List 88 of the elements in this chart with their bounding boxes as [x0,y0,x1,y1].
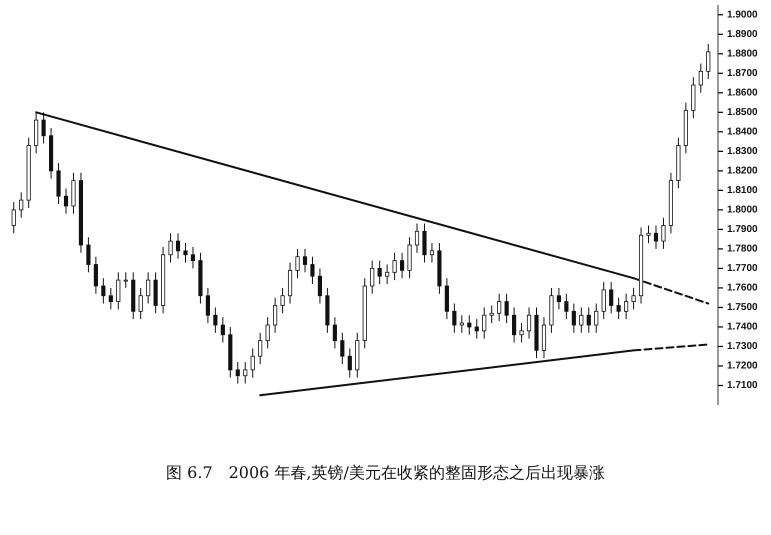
candlestick [86,236,90,273]
y-tick-label: 1.8100 [727,184,758,196]
candlestick [400,252,404,279]
y-tick-label: 1.7500 [727,302,758,313]
candlestick [422,223,427,264]
candlestick [183,242,188,264]
candlestick [146,272,150,304]
y-tick-label: 1.8800 [727,48,758,60]
candlestick [564,293,568,320]
candlestick [124,272,128,288]
candlestick [236,362,240,384]
y-tick-label: 1.7900 [727,224,758,235]
candlestick [176,232,180,260]
y-tick-label: 1.7400 [727,321,758,332]
candlestick [654,224,658,250]
candlestick [698,63,703,94]
candlestick [482,306,486,340]
candlestick [392,252,397,281]
candlestick [460,314,464,334]
candlestick [706,44,710,80]
candlestick [504,293,509,324]
candlestick [512,306,516,344]
candlestick [452,303,456,334]
candlestick [295,248,300,279]
candlestick [385,264,390,285]
candlestick [340,332,344,365]
candlestick [213,306,218,334]
candlestick [19,192,24,218]
candlestick [310,256,315,285]
candlestick [602,282,606,320]
candlestick [206,287,210,324]
y-tick-label: 1.7100 [727,380,758,391]
candlestick [370,260,374,294]
candlestick [616,297,621,320]
candlestick [519,322,524,344]
y-tick-label: 1.7800 [727,243,758,254]
candlestick [243,362,248,384]
candlestick [414,223,420,254]
candlestick [348,348,352,378]
candlestick [526,306,532,340]
candlestick [94,256,98,294]
y-tick-label: 1.9000 [727,9,758,20]
y-tick-label: 1.7300 [727,340,758,352]
candlestick [661,217,666,250]
candlestick [430,242,434,264]
candlestick [220,316,225,344]
candlestick [168,232,173,264]
candlestick [266,316,270,349]
candlestick [116,272,120,310]
y-tick-label: 1.8500 [727,106,758,118]
candlestick [594,303,598,334]
candlestick [138,287,143,320]
candlestick [12,202,16,234]
candlestick [490,304,494,324]
candlestick [302,248,308,273]
candlestick [474,318,479,340]
y-tick-label: 1.8400 [727,126,758,138]
candlestick [497,293,502,322]
candlestick [64,188,68,214]
y-tick-label: 1.8600 [727,87,758,98]
candlestick [586,306,591,334]
candlestick [378,260,382,285]
candlestick [556,287,561,310]
y-tick-label: 1.8900 [727,28,758,40]
y-tick-label: 1.7600 [727,282,758,294]
candlestick [108,287,113,310]
candlestick [579,306,584,334]
text: 图 6.7 2006 年春,英镑/美元在收紧的整固形态之后出现暴涨 [166,463,605,482]
candlestick [572,303,576,334]
y-tick-label: 1.8300 [727,146,758,157]
candlestick [624,293,628,320]
candlestick [250,348,255,378]
y-tick-label: 1.8700 [727,68,758,79]
y-tick-label: 1.8200 [727,165,758,176]
candlestick [632,287,636,310]
y-tick-label: 1.7700 [727,262,758,274]
y-tick-label: 1.7200 [727,360,758,372]
y-tick-label: 1.8000 [727,204,758,216]
candlestick [646,224,651,244]
candlestick [190,246,196,269]
candlestick [280,287,285,314]
candlestick [467,314,472,336]
candlestick [101,278,106,304]
candlestick [332,316,337,349]
candlestick [318,268,322,304]
candlestick [258,332,262,365]
candlestick [609,282,614,314]
candlestick [273,297,278,334]
